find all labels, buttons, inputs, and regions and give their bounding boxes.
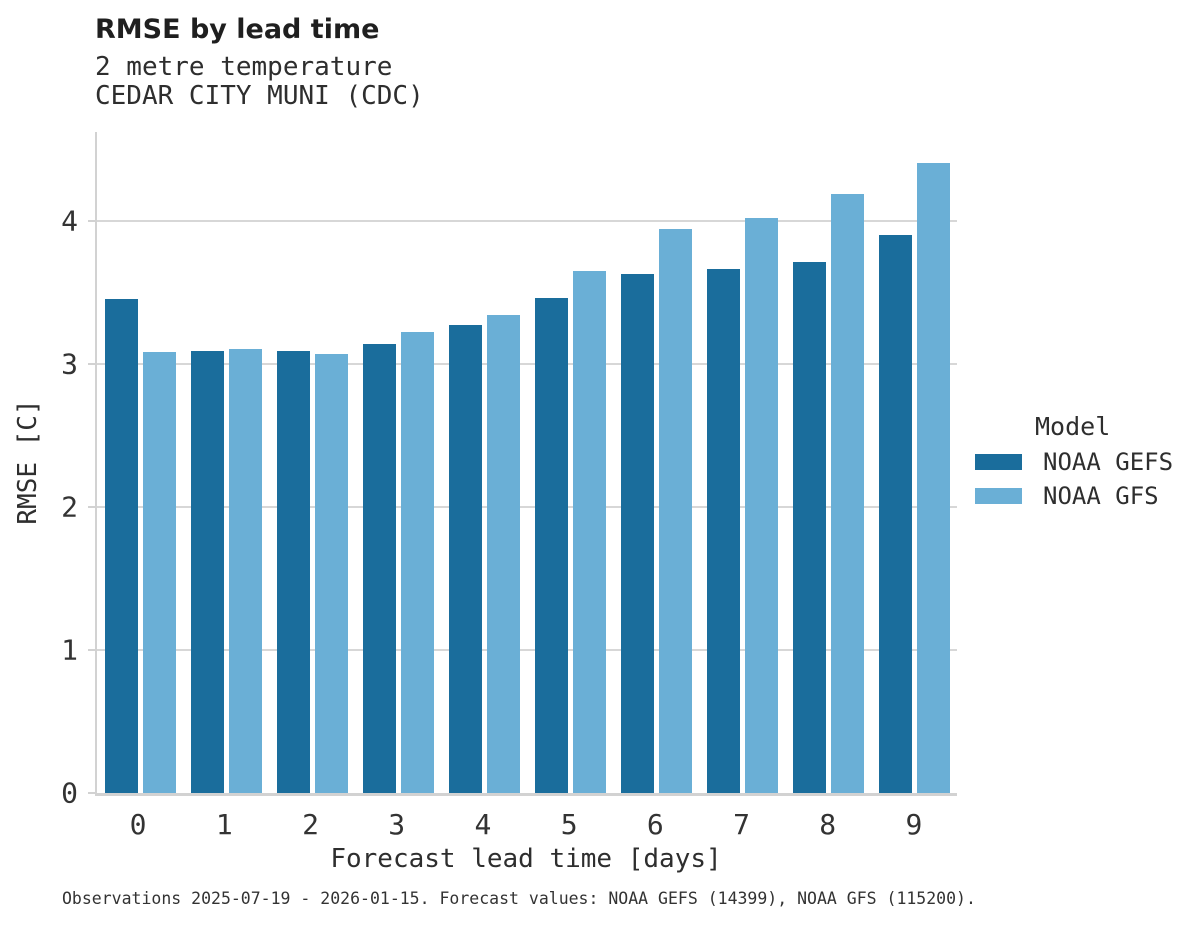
bar-noaa-gfs-4 <box>486 315 520 793</box>
bar-noaa-gefs-9 <box>878 235 912 793</box>
bar-group-3 <box>355 132 441 793</box>
bar-noaa-gefs-3 <box>362 343 396 793</box>
x-tick-label-0: 0 <box>129 808 147 841</box>
bar-noaa-gefs-2 <box>276 350 310 793</box>
y-tick-label-0: 0 <box>61 776 78 810</box>
y-tick-mark-2 <box>88 505 95 508</box>
bar-noaa-gefs-8 <box>792 262 826 793</box>
y-tick-label-4: 4 <box>61 204 78 238</box>
bar-noaa-gfs-3 <box>400 332 434 793</box>
x-tick-label-4: 4 <box>474 808 492 841</box>
bar-group-1 <box>183 132 269 793</box>
bar-group-7 <box>699 132 785 793</box>
legend-swatch-gfs <box>975 488 1022 504</box>
plot-area <box>88 132 957 796</box>
bar-group-0 <box>97 132 183 793</box>
gridline-y-4 <box>97 219 957 222</box>
x-tick-label-5: 5 <box>560 808 578 841</box>
bar-noaa-gefs-1 <box>190 350 224 793</box>
legend-swatch-gefs <box>975 454 1022 470</box>
gridline-y-2 <box>97 505 957 508</box>
bar-group-2 <box>269 132 355 793</box>
chart-title: RMSE by lead time <box>95 14 380 45</box>
x-axis-tick-labels: 0 1 2 3 4 5 6 7 8 9 <box>95 808 957 841</box>
bar-noaa-gfs-6 <box>658 229 692 793</box>
gridline-y-3 <box>97 362 957 365</box>
bar-noaa-gefs-4 <box>448 325 482 793</box>
y-tick-mark-1 <box>88 648 95 651</box>
legend-entry-gfs: NOAA GFS <box>975 482 1190 510</box>
y-tick-label-2: 2 <box>61 490 78 524</box>
x-tick-label-9: 9 <box>905 808 923 841</box>
legend-label-gefs: NOAA GEFS <box>1043 448 1174 476</box>
bar-noaa-gfs-5 <box>572 270 606 793</box>
bar-noaa-gfs-8 <box>830 193 864 793</box>
bar-noaa-gefs-0 <box>104 299 138 793</box>
y-tick-mark-0 <box>88 792 95 794</box>
legend: Model NOAA GEFS NOAA GFS <box>975 412 1190 510</box>
gridline-y-1 <box>97 648 957 651</box>
bar-group-5 <box>527 132 613 793</box>
bar-noaa-gfs-2 <box>314 353 348 793</box>
bar-group-8 <box>785 132 871 793</box>
bar-noaa-gfs-1 <box>228 349 262 793</box>
x-tick-label-6: 6 <box>646 808 664 841</box>
y-tick-mark-4 <box>88 219 95 222</box>
bar-noaa-gfs-9 <box>916 163 950 793</box>
legend-entry-gefs: NOAA GEFS <box>975 448 1190 476</box>
y-tick-mark-3 <box>88 362 95 365</box>
x-tick-label-7: 7 <box>733 808 750 841</box>
caption-note: Observations 2025-07-19 - 2026-01-15. Fo… <box>62 889 976 908</box>
bar-group-9 <box>871 132 957 793</box>
bars-container <box>97 132 957 793</box>
bar-noaa-gefs-5 <box>534 297 568 793</box>
bar-group-4 <box>441 132 527 793</box>
x-tick-label-1: 1 <box>215 808 233 841</box>
legend-title: Model <box>1035 412 1111 441</box>
chart-subtitle-variable: 2 metre temperature <box>95 52 393 82</box>
bar-noaa-gfs-7 <box>744 217 778 793</box>
chart-subtitle-station: CEDAR CITY MUNI (CDC) <box>95 81 424 111</box>
legend-label-gfs: NOAA GFS <box>1043 482 1159 510</box>
y-tick-label-1: 1 <box>61 633 78 667</box>
y-tick-label-3: 3 <box>61 347 78 381</box>
bar-noaa-gfs-0 <box>142 352 176 793</box>
x-tick-label-2: 2 <box>302 808 319 841</box>
bar-group-6 <box>613 132 699 793</box>
bar-noaa-gefs-7 <box>706 269 740 793</box>
bar-noaa-gefs-6 <box>620 273 654 793</box>
x-axis-title: Forecast lead time [days] <box>330 844 722 874</box>
x-tick-label-3: 3 <box>388 808 406 841</box>
y-axis-tick-labels: 0 1 2 3 4 <box>0 132 78 809</box>
x-tick-label-8: 8 <box>819 808 837 841</box>
